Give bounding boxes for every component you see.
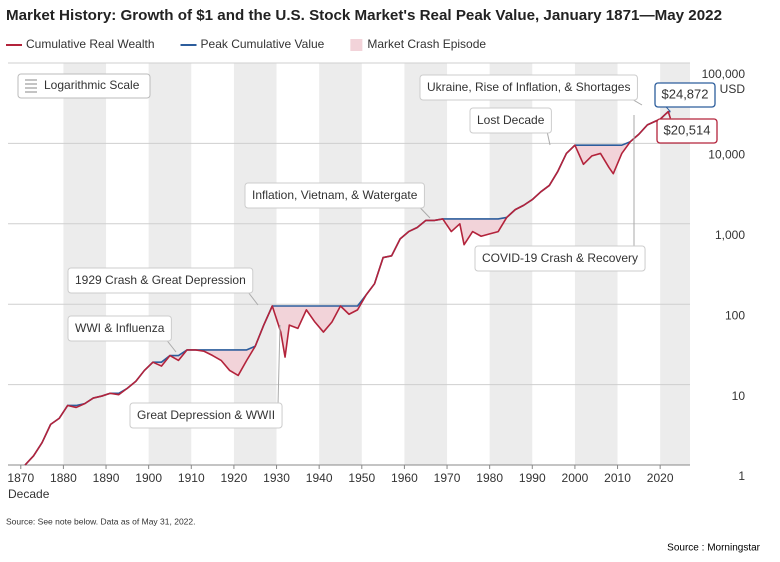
end-label: $24,872: [662, 86, 709, 101]
crash-area: [25, 111, 671, 465]
annotation: 1929 Crash & Great Depression: [67, 267, 259, 306]
annotation: Ukraine, Rise of Inflation, & Shortages: [419, 74, 643, 106]
scale-note-box: [17, 73, 151, 99]
annotation-text: Great Depression & WWII: [137, 408, 275, 422]
end-label: $20,514: [664, 122, 711, 137]
decade-band: [233, 63, 277, 465]
annotation-box: [419, 74, 638, 101]
annotation-box: [244, 182, 425, 209]
x-tick-label: 1880: [50, 471, 77, 485]
legend-label: Cumulative Real Wealth: [26, 37, 155, 51]
end-label-box: [656, 118, 718, 144]
annotation-box: [469, 107, 552, 134]
decade-band: [404, 63, 448, 465]
annotation-leader: [420, 207, 431, 219]
x-tick-label: 1980: [476, 471, 503, 485]
annotation-text: Ukraine, Rise of Inflation, & Shortages: [427, 80, 630, 94]
annotation-leader: [166, 340, 177, 353]
annotation-box: [129, 402, 283, 429]
legend-swatch: [350, 39, 363, 51]
x-axis-label: Decade: [8, 487, 50, 501]
y-unit: USD: [720, 82, 746, 96]
x-tick-label: 1920: [221, 471, 248, 485]
source: Source : Morningstar: [667, 543, 760, 554]
annotation: WWI & Influenza: [67, 315, 177, 353]
x-tick-label: 1870: [7, 471, 34, 485]
annotation-box: [67, 315, 172, 342]
scale-note: Logarithmic Scale: [44, 78, 140, 92]
annotation-leader: [248, 292, 259, 306]
y-tick-label: 10,000: [708, 148, 745, 162]
y-tick-label: 100: [725, 308, 745, 322]
x-tick-label: 2020: [647, 471, 674, 485]
series-line: [24, 110, 672, 466]
x-tick-label: 1940: [306, 471, 333, 485]
y-tick-label: 100,000: [702, 67, 746, 81]
y-tick-label: 1,000: [715, 228, 745, 242]
x-tick-label: 2010: [604, 471, 631, 485]
annotation-text: WWI & Influenza: [75, 321, 165, 335]
annotation-text: COVID-19 Crash & Recovery: [482, 251, 638, 265]
annotation-box: [67, 267, 254, 294]
annotation-leader: [277, 324, 281, 404]
x-tick-label: 2000: [562, 471, 589, 485]
annotation: Lost Decade: [469, 107, 552, 146]
decade-band: [63, 63, 107, 465]
y-tick-label: 10: [732, 389, 746, 403]
end-label-box: [654, 82, 716, 108]
x-tick-label: 1960: [391, 471, 418, 485]
annotation-box: [474, 245, 646, 272]
annotation-leader: [633, 99, 643, 106]
annotation: Inflation, Vietnam, & Watergate: [244, 182, 431, 219]
annotation-leader: [546, 132, 551, 146]
y-tick-label: 1: [738, 469, 745, 483]
decade-band: [319, 63, 362, 465]
annotation-text: Inflation, Vietnam, & Watergate: [252, 188, 418, 202]
x-tick-label: 1890: [93, 471, 120, 485]
decade-band: [148, 63, 192, 465]
x-tick-label: 1910: [178, 471, 205, 485]
annotation-text: Lost Decade: [477, 113, 545, 127]
legend-label: Market Crash Episode: [367, 37, 486, 51]
legend-label: Peak Cumulative Value: [201, 37, 325, 51]
annotation-text: 1929 Crash & Great Depression: [75, 273, 246, 287]
annotation: Great Depression & WWII: [129, 324, 283, 429]
x-tick-label: 1950: [348, 471, 375, 485]
x-tick-label: 1990: [519, 471, 546, 485]
x-tick-label: 1970: [434, 471, 461, 485]
footnote: Source: See note below. Data as of May 3…: [6, 516, 195, 526]
chart-title: Market History: Growth of $1 and the U.S…: [6, 7, 722, 24]
annotation: COVID-19 Crash & Recovery: [474, 115, 646, 272]
x-tick-label: 1930: [263, 471, 290, 485]
x-tick-label: 1900: [135, 471, 162, 485]
